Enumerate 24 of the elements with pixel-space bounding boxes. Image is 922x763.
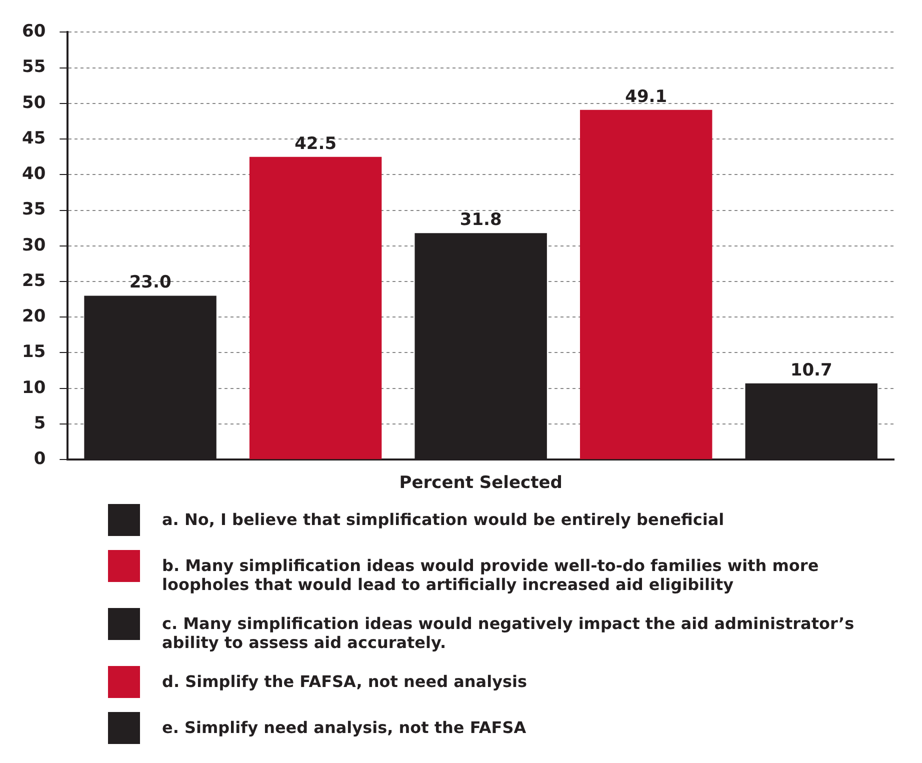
y-tick-label: 55: [22, 57, 46, 78]
data-label: 42.5: [294, 134, 337, 154]
y-tick-label: 45: [22, 128, 46, 148]
legend-label: d. Simplify the FAFSA, not need analysis: [162, 671, 528, 691]
data-label: 49.1: [625, 86, 668, 107]
y-tick-label: 0: [34, 449, 46, 470]
legend-label: c. Many simplification ideas would negatively impact the aid administrator’s ability to assess aid accurately.: [162, 613, 856, 652]
legend-label: e. Simplify need analysis, not the FAFSA: [162, 717, 526, 737]
y-tick-label: 20: [22, 306, 46, 327]
legend-label: b. Many simplification ideas would provide well-to-do families with more loopholes that would lead to artificially increased aid eligibility: [162, 555, 820, 594]
x-axis-title: Percent Selected: [399, 473, 562, 494]
y-tick-label: 15: [22, 342, 46, 362]
data-label: 31.8: [460, 210, 502, 230]
legend-label: a. No, I believe that simplification would be entirely beneficial: [162, 509, 724, 529]
data-label: 23.0: [129, 272, 172, 293]
y-tick-label: 5: [34, 413, 46, 434]
y-tick-label: 30: [22, 235, 46, 256]
y-tick-label: 10: [22, 378, 46, 398]
y-tick-label: 40: [22, 164, 46, 184]
y-tick-label: 60: [22, 22, 46, 42]
y-tick-label: 50: [22, 92, 46, 113]
data-label: 10.7: [790, 360, 832, 380]
y-tick-label: 35: [22, 200, 46, 220]
y-tick-label: 25: [22, 270, 46, 291]
